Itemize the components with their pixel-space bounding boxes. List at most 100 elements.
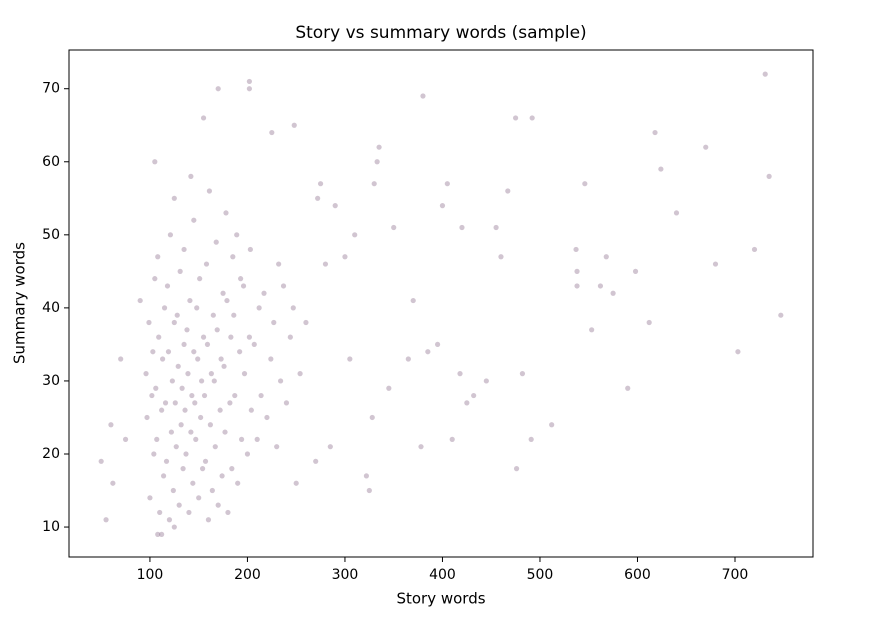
point bbox=[147, 495, 153, 501]
x-tick-label: 700 bbox=[722, 567, 749, 583]
point bbox=[152, 159, 158, 165]
point bbox=[256, 305, 262, 311]
point bbox=[254, 436, 260, 442]
point bbox=[369, 414, 375, 421]
point bbox=[274, 444, 280, 450]
point bbox=[155, 531, 161, 537]
point bbox=[246, 78, 252, 85]
point bbox=[171, 319, 177, 326]
point bbox=[762, 71, 768, 77]
point bbox=[573, 246, 579, 253]
point bbox=[146, 319, 152, 326]
point bbox=[175, 363, 181, 369]
point bbox=[297, 371, 303, 377]
point bbox=[223, 210, 229, 216]
point bbox=[374, 159, 380, 165]
point bbox=[589, 327, 595, 333]
point bbox=[646, 319, 652, 326]
point bbox=[290, 305, 296, 311]
point bbox=[238, 436, 245, 442]
point bbox=[177, 268, 183, 274]
point bbox=[159, 407, 165, 413]
point bbox=[188, 429, 194, 435]
point bbox=[207, 422, 213, 428]
point bbox=[512, 115, 519, 121]
point bbox=[191, 217, 197, 223]
point bbox=[332, 203, 338, 209]
point bbox=[425, 349, 431, 355]
point bbox=[204, 341, 211, 348]
point bbox=[574, 268, 580, 274]
point bbox=[197, 276, 203, 282]
point bbox=[317, 181, 324, 187]
point bbox=[163, 458, 170, 464]
point bbox=[444, 181, 450, 187]
point bbox=[181, 341, 187, 348]
point bbox=[185, 371, 191, 377]
x-tick-label: 500 bbox=[527, 567, 554, 583]
point bbox=[248, 407, 254, 413]
point bbox=[159, 531, 165, 537]
point bbox=[191, 349, 197, 355]
point bbox=[232, 392, 238, 399]
chart-title: Story vs summary words (sample) bbox=[295, 23, 586, 43]
point bbox=[210, 312, 216, 318]
point bbox=[464, 400, 470, 406]
point bbox=[303, 319, 309, 326]
point bbox=[483, 378, 489, 384]
point bbox=[234, 232, 240, 238]
point bbox=[108, 422, 114, 428]
point bbox=[182, 407, 188, 413]
point bbox=[391, 224, 397, 231]
point bbox=[151, 451, 157, 457]
point bbox=[246, 86, 252, 92]
point bbox=[235, 480, 241, 486]
point bbox=[277, 378, 284, 384]
point bbox=[420, 93, 426, 99]
point bbox=[327, 444, 333, 450]
point bbox=[347, 356, 353, 362]
point bbox=[658, 166, 664, 172]
point bbox=[231, 312, 237, 318]
point bbox=[498, 254, 504, 260]
point bbox=[103, 517, 109, 523]
point bbox=[227, 400, 233, 406]
point bbox=[183, 451, 189, 457]
point bbox=[122, 436, 129, 442]
point bbox=[98, 458, 104, 464]
point bbox=[222, 429, 228, 435]
point bbox=[251, 341, 257, 348]
point bbox=[405, 356, 411, 362]
point bbox=[201, 392, 208, 399]
point bbox=[214, 327, 220, 333]
point bbox=[237, 349, 243, 355]
point bbox=[603, 254, 609, 260]
point bbox=[528, 436, 534, 442]
point bbox=[703, 144, 709, 150]
x-axis-label: Story words bbox=[396, 590, 485, 608]
point bbox=[224, 297, 230, 304]
point bbox=[171, 195, 177, 201]
point bbox=[625, 385, 631, 391]
x-tick-label: 200 bbox=[234, 567, 261, 583]
point bbox=[154, 436, 160, 442]
point bbox=[205, 517, 212, 523]
point bbox=[471, 392, 477, 399]
point bbox=[376, 144, 382, 150]
point bbox=[178, 422, 184, 428]
point bbox=[149, 392, 155, 399]
point bbox=[735, 349, 741, 355]
point bbox=[366, 487, 372, 494]
point bbox=[280, 283, 287, 289]
point bbox=[209, 487, 215, 494]
point bbox=[778, 312, 784, 318]
point bbox=[198, 414, 204, 421]
point bbox=[156, 334, 162, 340]
point bbox=[247, 246, 253, 253]
point bbox=[160, 356, 166, 362]
point bbox=[287, 334, 293, 340]
point bbox=[549, 422, 555, 428]
point bbox=[582, 181, 588, 187]
point bbox=[110, 480, 116, 486]
